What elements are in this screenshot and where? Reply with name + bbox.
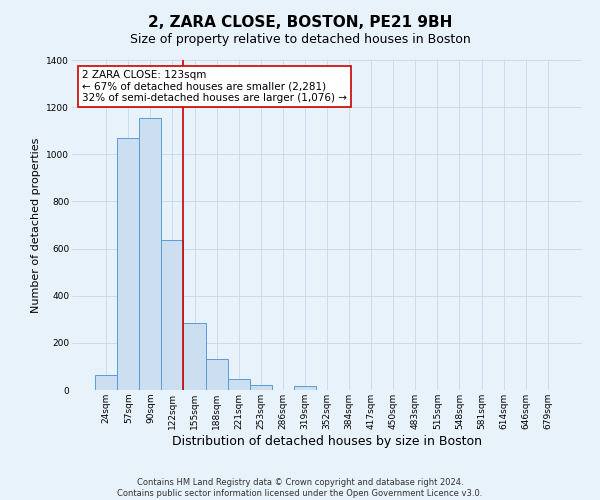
Bar <box>206 360 227 390</box>
Bar <box>95 374 117 390</box>
Text: 2, ZARA CLOSE, BOSTON, PE21 9BH: 2, ZARA CLOSE, BOSTON, PE21 9BH <box>148 15 452 30</box>
Bar <box>227 379 250 390</box>
Bar <box>117 138 139 390</box>
Bar <box>184 323 206 390</box>
Bar <box>294 386 316 390</box>
Y-axis label: Number of detached properties: Number of detached properties <box>31 138 41 312</box>
Text: Contains HM Land Registry data © Crown copyright and database right 2024.
Contai: Contains HM Land Registry data © Crown c… <box>118 478 482 498</box>
Text: Size of property relative to detached houses in Boston: Size of property relative to detached ho… <box>130 32 470 46</box>
Text: 2 ZARA CLOSE: 123sqm
← 67% of detached houses are smaller (2,281)
32% of semi-de: 2 ZARA CLOSE: 123sqm ← 67% of detached h… <box>82 70 347 103</box>
Bar <box>250 386 272 390</box>
Bar <box>161 240 184 390</box>
X-axis label: Distribution of detached houses by size in Boston: Distribution of detached houses by size … <box>172 434 482 448</box>
Bar <box>139 118 161 390</box>
